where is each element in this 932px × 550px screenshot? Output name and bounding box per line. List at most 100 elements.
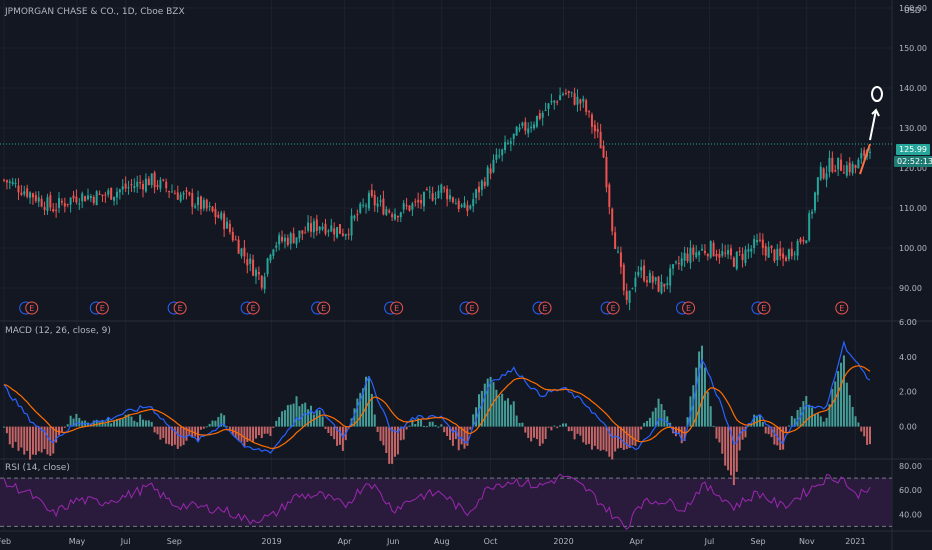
candle-body	[564, 92, 567, 94]
macd-histogram-bar	[246, 426, 249, 442]
candle-body	[98, 193, 101, 195]
earnings-event-letter: E	[839, 304, 844, 313]
macd-histogram-bar	[770, 426, 773, 438]
macd-histogram-bar	[773, 426, 776, 445]
candle-body	[556, 101, 559, 103]
candle-body	[617, 251, 620, 253]
macd-histogram-bar	[31, 426, 34, 455]
candle-body	[808, 213, 811, 241]
macd-histogram-bar	[26, 426, 29, 451]
macd-histogram-bar	[695, 367, 698, 427]
candle-body	[848, 162, 851, 173]
candle-body	[654, 277, 657, 281]
rsi-line	[3, 473, 871, 530]
macd-histogram-bar	[405, 426, 408, 430]
candle-body	[263, 276, 266, 290]
macd-title[interactable]: MACD (12, 26, close, 9)	[5, 326, 111, 336]
macd-histogram-bar	[147, 420, 150, 427]
symbol-title[interactable]: JPMORGAN CHASE & CO., 1D, Cboe BZX	[5, 7, 185, 17]
macd-histogram-bar	[756, 415, 759, 427]
candle-body	[672, 264, 675, 269]
candle-body	[767, 247, 770, 258]
candle-body	[254, 269, 257, 277]
macd-histogram-bar	[133, 420, 136, 427]
candle-body	[559, 95, 562, 101]
macd-histogram-bar	[408, 425, 411, 427]
candle-body	[625, 290, 628, 300]
candle-body	[121, 186, 124, 190]
macd-histogram-bar	[20, 426, 23, 448]
candle-body	[107, 190, 110, 195]
macd-histogram-bar	[92, 420, 95, 427]
candle-body	[590, 114, 593, 127]
candle-body	[660, 282, 663, 294]
candle-body	[741, 253, 744, 261]
candle-body	[411, 203, 414, 210]
macd-histogram-bar	[144, 420, 147, 427]
candle-body	[405, 205, 408, 207]
macd-histogram-bar	[14, 426, 17, 442]
candle-body	[689, 247, 692, 263]
candle-body	[60, 200, 63, 203]
candle-body	[489, 168, 492, 174]
candle-body	[463, 202, 466, 208]
macd-histogram-bar	[657, 398, 660, 427]
macd-histogram-bar	[46, 426, 49, 455]
candle-body	[553, 100, 556, 103]
candle-body	[495, 154, 498, 160]
macd-histogram-bar	[614, 426, 617, 452]
macd-histogram-bar	[69, 415, 72, 427]
candle-body	[813, 192, 816, 211]
macd-histogram-bar	[793, 418, 796, 427]
candle-body	[669, 268, 672, 286]
candle-body	[521, 122, 524, 126]
candle-body	[729, 248, 732, 256]
macd-histogram-bar	[58, 426, 61, 436]
candle-body	[596, 128, 599, 132]
macd-histogram-bar	[5, 426, 8, 434]
candle-body	[156, 184, 159, 187]
rsi-title[interactable]: RSI (14, close)	[5, 463, 70, 473]
macd-histogram-bar	[226, 426, 229, 428]
macd-histogram-bar	[394, 426, 397, 457]
candle-body	[475, 189, 478, 199]
candle-body	[275, 245, 278, 248]
candle-body	[860, 152, 863, 159]
macd-histogram-bar	[651, 411, 654, 427]
macd-histogram-bar	[420, 419, 423, 427]
price-axis-label: 140.00	[899, 84, 927, 93]
macd-histogram-bar	[437, 426, 440, 428]
macd-histogram-bar	[40, 426, 43, 453]
candle-body	[724, 252, 727, 254]
candle-body	[770, 245, 773, 249]
macd-histogram-bar	[211, 420, 214, 427]
macd-histogram-bar	[217, 417, 220, 427]
candle-body	[324, 223, 327, 234]
macd-histogram-bar	[263, 426, 266, 434]
macd-histogram-bar	[590, 426, 593, 450]
annotation-arrow	[869, 108, 880, 141]
candle-body	[825, 173, 828, 180]
macd-histogram-bar	[663, 410, 666, 427]
macd-histogram-bar	[715, 426, 718, 439]
macd-histogram-bar	[622, 426, 625, 450]
candle-body	[637, 271, 640, 276]
macd-histogram-bar	[750, 424, 753, 427]
candle-body	[150, 173, 153, 186]
macd-histogram-bar	[330, 426, 333, 437]
candle-body	[310, 223, 313, 232]
earnings-event-letter: E	[29, 304, 34, 313]
candle-body	[611, 208, 614, 232]
macd-histogram-bar	[254, 426, 257, 439]
candle-body	[417, 199, 420, 203]
earnings-event-icon	[538, 301, 552, 315]
macd-histogram-bar	[869, 426, 871, 445]
earnings-event-icon	[390, 301, 404, 315]
candle-body	[359, 203, 362, 213]
candle-body	[530, 126, 533, 129]
candle-body	[14, 182, 17, 184]
macd-histogram-bar	[738, 426, 741, 451]
time-axis-label: Feb	[0, 537, 11, 546]
macd-histogram-bar	[475, 407, 478, 427]
